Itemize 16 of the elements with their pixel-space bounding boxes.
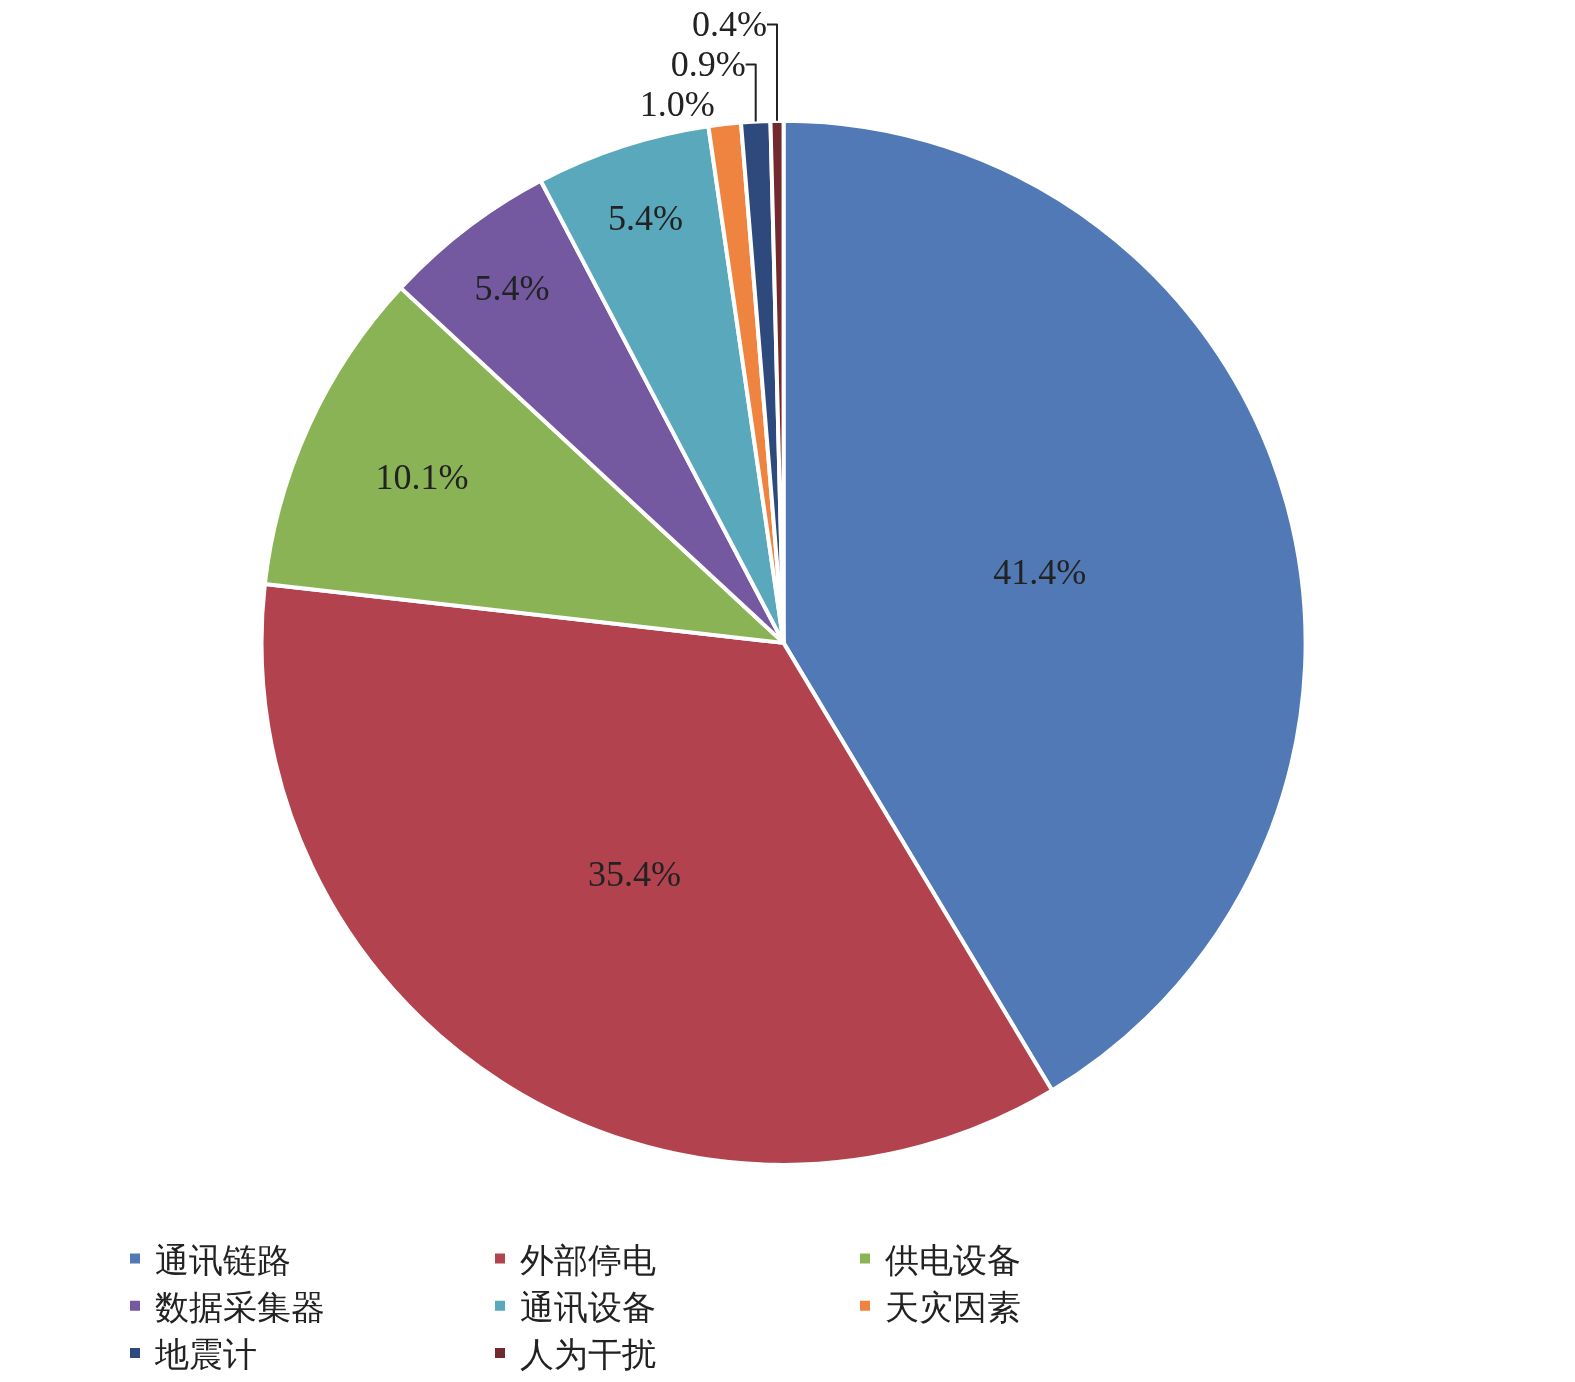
legend-label: 数据采集器 — [155, 1287, 325, 1328]
data-label: 0.4% — [692, 4, 767, 45]
data-label: 1.0% — [639, 84, 715, 125]
legend-label: 外部停电 — [520, 1239, 656, 1280]
legend-label: 人为干扰 — [520, 1334, 656, 1375]
data-label: 5.4% — [474, 268, 550, 309]
legend-label: 天灾因素 — [885, 1287, 1021, 1328]
legend-label: 地震计 — [154, 1334, 257, 1375]
legend-label: 通讯链路 — [155, 1239, 291, 1280]
data-label: 35.4% — [588, 854, 682, 895]
data-label: 0.9% — [670, 44, 746, 85]
legend-label: 供电设备 — [885, 1239, 1021, 1280]
legend-label: 通讯设备 — [520, 1287, 656, 1328]
data-label: 41.4% — [993, 551, 1087, 592]
data-label: 5.4% — [608, 198, 684, 239]
data-label: 10.1% — [375, 456, 469, 497]
